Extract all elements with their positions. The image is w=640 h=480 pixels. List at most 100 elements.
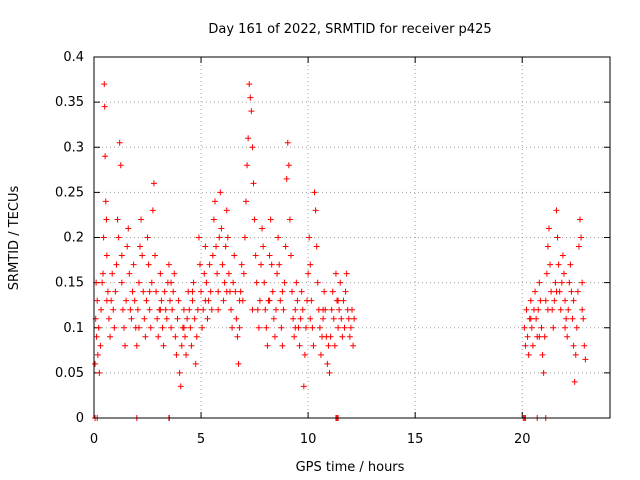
data-point	[118, 252, 125, 259]
data-point	[274, 270, 281, 277]
data-point	[305, 270, 312, 277]
data-point	[152, 252, 159, 259]
data-point	[335, 297, 342, 304]
data-point	[192, 360, 199, 367]
data-point	[234, 333, 241, 340]
data-point	[98, 306, 105, 313]
y-tick-label: 0.25	[55, 185, 84, 200]
data-point	[524, 333, 531, 340]
data-point	[154, 315, 161, 322]
data-point	[579, 279, 586, 286]
data-point	[194, 306, 201, 313]
data-point	[237, 288, 244, 295]
data-point	[153, 288, 160, 295]
data-point	[562, 324, 569, 331]
data-point	[292, 306, 299, 313]
data-point	[291, 333, 298, 340]
data-point	[343, 270, 350, 277]
data-point	[570, 297, 577, 304]
data-point	[207, 288, 214, 295]
data-point	[263, 324, 270, 331]
data-point	[149, 207, 156, 214]
data-point	[569, 315, 576, 322]
data-point	[349, 306, 355, 313]
data-point	[243, 198, 250, 205]
data-point	[219, 261, 226, 268]
data-point	[233, 315, 240, 322]
data-point	[327, 333, 334, 340]
data-point	[216, 234, 223, 241]
data-point	[554, 234, 561, 241]
x-tick-label: 5	[197, 432, 205, 447]
data-point	[159, 324, 166, 331]
data-point	[266, 297, 273, 304]
data-point	[168, 279, 175, 286]
data-point	[183, 351, 190, 358]
data-point	[321, 288, 328, 295]
data-point	[276, 261, 283, 268]
data-point	[100, 234, 107, 241]
data-point	[217, 189, 224, 196]
data-point	[180, 306, 187, 313]
data-point	[560, 270, 567, 277]
data-point	[307, 261, 314, 268]
data-point	[310, 342, 317, 349]
data-point	[313, 243, 320, 250]
data-point	[157, 270, 164, 277]
data-point	[562, 297, 569, 304]
data-point	[552, 279, 559, 286]
x-tick-label: 10	[300, 432, 317, 447]
data-point	[181, 333, 188, 340]
data-point	[223, 207, 230, 214]
data-point	[92, 360, 99, 367]
data-point	[105, 315, 112, 322]
data-point	[94, 351, 101, 358]
data-point	[187, 324, 194, 331]
data-point	[566, 279, 573, 286]
data-point	[244, 162, 251, 169]
data-point	[146, 306, 153, 313]
data-point	[577, 216, 584, 223]
data-point	[162, 306, 169, 313]
data-point	[547, 261, 554, 268]
data-point	[147, 324, 154, 331]
data-point	[102, 198, 109, 205]
data-point	[544, 243, 551, 250]
data-point	[172, 333, 179, 340]
data-point	[246, 81, 253, 88]
data-point	[527, 315, 534, 322]
data-point	[261, 279, 268, 286]
data-point	[225, 270, 232, 277]
data-point	[578, 234, 585, 241]
data-point	[128, 315, 135, 322]
data-point	[278, 324, 285, 331]
data-point	[539, 351, 546, 358]
data-point	[330, 315, 337, 322]
data-point	[251, 216, 258, 223]
data-point	[122, 342, 129, 349]
data-point	[241, 234, 248, 241]
data-point	[259, 225, 266, 232]
data-point	[117, 162, 124, 169]
data-point	[541, 333, 548, 340]
data-point	[312, 207, 319, 214]
data-point	[196, 261, 203, 268]
data-point	[559, 252, 566, 259]
data-point	[236, 324, 243, 331]
data-point	[210, 216, 217, 223]
data-point	[551, 297, 558, 304]
data-point	[306, 234, 313, 241]
data-point	[316, 324, 323, 331]
data-point	[347, 324, 354, 331]
data-point	[544, 306, 551, 313]
data-point	[542, 297, 549, 304]
data-point	[309, 324, 316, 331]
data-point	[155, 333, 162, 340]
data-point	[528, 324, 535, 331]
x-tick-label: 0	[90, 432, 98, 447]
data-point	[277, 297, 284, 304]
data-point	[119, 306, 126, 313]
data-point	[536, 333, 543, 340]
data-point	[137, 243, 144, 250]
data-point	[581, 342, 588, 349]
